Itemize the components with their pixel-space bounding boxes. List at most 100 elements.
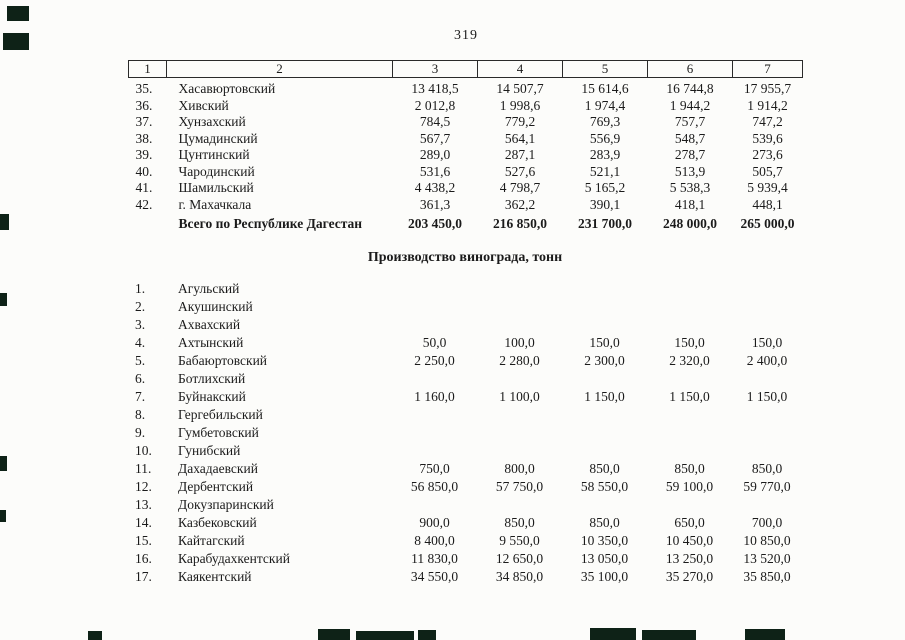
value-cell: 750,0 xyxy=(419,461,450,476)
district-name: Ботлихский xyxy=(178,371,246,386)
value-cell: 567,7 xyxy=(419,130,451,146)
value-cell: 273,6 xyxy=(752,147,783,163)
table-row: 41. Шамильский 4 438,2 4 798,7 5 165,2 5 538,… xyxy=(129,180,803,197)
value-cell: 56 850,0 xyxy=(410,479,459,494)
district-name: Гумбетовский xyxy=(178,425,259,440)
row-number: 8. xyxy=(135,407,146,422)
value-cell: 248 000,0 xyxy=(663,215,717,231)
value-cell: 59 770,0 xyxy=(743,479,791,494)
value-cell xyxy=(647,280,732,298)
value-cell: 2 400,0 xyxy=(746,353,788,368)
value-cell: 784,5 xyxy=(419,114,451,130)
value-cell: 57 750,0 xyxy=(495,479,544,494)
row-number: 14. xyxy=(135,515,152,530)
row-number: 2. xyxy=(135,299,146,314)
row-number: 13. xyxy=(135,497,152,512)
table-row: 8. Гергебильский xyxy=(128,406,802,424)
value-cell xyxy=(647,316,732,334)
value-cell: 13 050,0 xyxy=(580,551,629,566)
row-number: 6. xyxy=(135,371,146,386)
row-number: 3. xyxy=(135,317,146,332)
value-cell: 12 650,0 xyxy=(495,551,544,566)
value-cell: 10 850,0 xyxy=(743,533,791,548)
page-number: 319 xyxy=(454,28,478,43)
value-cell: 448,1 xyxy=(752,196,783,212)
row-number: 17. xyxy=(135,569,152,584)
scan-artifact xyxy=(318,629,350,640)
value-cell: 418,1 xyxy=(674,196,706,212)
scan-artifact xyxy=(0,293,7,306)
value-cell: 5 538,3 xyxy=(669,180,711,196)
value-cell: 513,9 xyxy=(674,163,706,179)
district-name: Бабаюртовский xyxy=(178,353,268,368)
table-row: 10. Гунибский xyxy=(128,442,802,460)
district-name: Дахадаевский xyxy=(178,461,258,476)
value-cell: 800,0 xyxy=(504,461,535,476)
value-cell: 2 012,8 xyxy=(414,97,456,113)
value-cell: 1 150,0 xyxy=(746,389,788,404)
value-cell xyxy=(647,442,732,460)
value-cell: 59 100,0 xyxy=(665,479,714,494)
district-name: Докузпаринский xyxy=(178,497,274,512)
table-row: 13. Докузпаринский xyxy=(128,496,802,514)
value-cell: 2 280,0 xyxy=(499,353,540,368)
table-row: 12. Дербентский 56 850,0 57 750,0 58 550,0 59… xyxy=(128,478,802,496)
row-number: 1. xyxy=(135,281,146,296)
value-cell xyxy=(392,496,477,514)
scan-artifact xyxy=(0,510,6,522)
row-number: 12. xyxy=(135,479,152,494)
value-cell: 1 944,2 xyxy=(669,97,711,113)
table-row: 17. Каякентский 34 550,0 34 850,0 35 100,0 35… xyxy=(128,568,802,586)
value-cell: 900,0 xyxy=(419,515,450,530)
row-number: 10. xyxy=(135,443,152,458)
value-cell xyxy=(647,424,732,442)
value-cell xyxy=(732,424,802,442)
scan-artifact xyxy=(7,6,29,21)
value-cell: 278,7 xyxy=(674,147,706,163)
value-cell: 556,9 xyxy=(589,130,621,146)
column-index-3: 3 xyxy=(392,60,478,78)
value-cell: 5 939,4 xyxy=(747,180,788,196)
row-number: 36. xyxy=(135,97,153,113)
scan-artifact xyxy=(418,630,436,640)
table-row: 4. Ахтынский 50,0 100,0 150,0 150,0 150,0 xyxy=(128,334,802,352)
value-cell: 757,7 xyxy=(674,114,706,130)
value-cell: 2 250,0 xyxy=(414,353,455,368)
row-number: 37. xyxy=(135,114,153,130)
value-cell: 1 160,0 xyxy=(414,389,455,404)
value-cell: 5 165,2 xyxy=(584,180,626,196)
table-row: 39. Цунтинский 289,0 287,1 283,9 278,7 273,6 xyxy=(129,147,803,164)
value-cell xyxy=(392,316,477,334)
table-row: 6. Ботлихский xyxy=(128,370,802,388)
value-cell xyxy=(647,298,732,316)
district-name: Чародинский xyxy=(178,163,255,179)
row-number: 39. xyxy=(135,147,153,163)
section-title: Производство винограда, тонн xyxy=(367,250,563,265)
district-name: Всего по Республике Дагестан xyxy=(178,215,363,231)
district-name: Дербентский xyxy=(178,479,254,494)
value-cell xyxy=(732,370,802,388)
value-cell: 1 998,6 xyxy=(499,97,541,113)
district-name: Агульский xyxy=(178,281,240,296)
value-cell: 11 830,0 xyxy=(411,551,458,566)
table-row: 42. г. Махачкала 361,3 362,2 390,1 418,1 448,1 xyxy=(129,197,803,214)
district-name: Карабудахкентский xyxy=(178,551,290,566)
value-cell xyxy=(392,280,477,298)
table-row: 11. Дахадаевский 750,0 800,0 850,0 850,0 850,0 xyxy=(128,460,802,478)
value-cell: 150,0 xyxy=(589,335,620,350)
table-row: 2. Акушинский xyxy=(128,298,802,316)
table-row: 9. Гумбетовский xyxy=(128,424,802,442)
value-cell: 35 850,0 xyxy=(743,569,791,584)
value-cell: 531,6 xyxy=(419,163,451,179)
value-cell xyxy=(392,424,477,442)
value-cell xyxy=(477,424,562,442)
value-cell: 34 550,0 xyxy=(410,569,459,584)
district-name: Цумадинский xyxy=(178,130,258,146)
row-number: 41. xyxy=(135,180,153,196)
value-cell xyxy=(562,370,647,388)
value-cell: 2 300,0 xyxy=(584,353,625,368)
value-cell xyxy=(732,496,802,514)
value-cell xyxy=(562,424,647,442)
row-number: 42. xyxy=(135,196,153,212)
table-row: 16. Карабудахкентский 11 830,0 12 650,0 13 0… xyxy=(128,550,802,568)
